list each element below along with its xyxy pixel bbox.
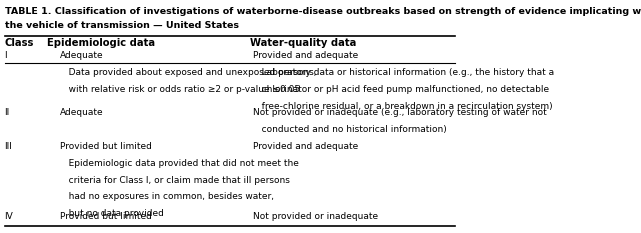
Text: conducted and no historical information): conducted and no historical information) — [253, 125, 446, 134]
Text: Epidemiologic data: Epidemiologic data — [47, 38, 155, 48]
Text: Not provided or inadequate: Not provided or inadequate — [253, 212, 378, 221]
Text: Provided but limited: Provided but limited — [60, 212, 151, 221]
Text: Not provided or inadequate (e.g., laboratory testing of water not: Not provided or inadequate (e.g., labora… — [253, 108, 546, 117]
Text: Laboratory data or historical information (e.g., the history that a: Laboratory data or historical informatio… — [253, 68, 554, 77]
Text: Data provided about exposed and unexposed persons,: Data provided about exposed and unexpose… — [60, 68, 316, 77]
Text: Epidemiologic data provided that did not meet the: Epidemiologic data provided that did not… — [60, 159, 299, 168]
Text: Water-quality data: Water-quality data — [250, 38, 356, 48]
Text: free-chlorine residual, or a breakdown in a recirculation system): free-chlorine residual, or a breakdown i… — [253, 102, 553, 111]
Text: I: I — [4, 51, 7, 60]
Text: Provided and adequate: Provided and adequate — [253, 51, 358, 60]
Text: with relative risk or odds ratio ≥2 or p-value ≤0.05: with relative risk or odds ratio ≥2 or p… — [60, 85, 300, 94]
Text: had no exposures in common, besides water,: had no exposures in common, besides wate… — [60, 192, 274, 202]
Text: TABLE 1. Classification of investigations of waterborne-disease outbreaks based : TABLE 1. Classification of investigation… — [4, 7, 641, 16]
Text: Provided and adequate: Provided and adequate — [253, 142, 358, 151]
Text: criteria for Class I, or claim made that ill persons: criteria for Class I, or claim made that… — [60, 176, 290, 185]
Text: II: II — [4, 108, 10, 117]
Text: chlorinator or pH acid feed pump malfunctioned, no detectable: chlorinator or pH acid feed pump malfunc… — [253, 85, 549, 94]
Text: the vehicle of transmission — United States: the vehicle of transmission — United Sta… — [4, 21, 238, 30]
Text: Adequate: Adequate — [60, 51, 103, 60]
Text: Class: Class — [4, 38, 34, 48]
Text: Adequate: Adequate — [60, 108, 103, 117]
Text: IV: IV — [4, 212, 13, 221]
Text: but no data provided: but no data provided — [60, 209, 163, 218]
Text: Provided but limited: Provided but limited — [60, 142, 151, 151]
Text: III: III — [4, 142, 12, 151]
